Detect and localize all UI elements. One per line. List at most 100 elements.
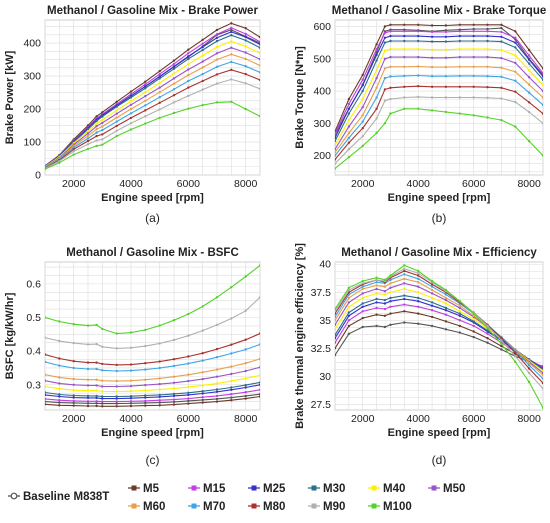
data-point [403,273,406,276]
data-point [230,388,233,391]
data-point [444,296,448,300]
data-point [403,96,406,99]
data-point [444,302,448,305]
data-point [258,383,260,386]
legend-label: M50 [443,483,465,495]
data-point [430,56,434,59]
data-point [215,296,219,299]
data-point [430,24,434,27]
data-point [201,305,204,308]
data-point [389,97,392,101]
data-point [101,121,104,125]
y-axis-label: BSFC [kg/kW/hr] [4,292,16,379]
legend-label: M100 [383,501,412,513]
data-point [486,75,489,78]
data-point [101,128,104,132]
data-point [230,68,233,72]
data-point [58,161,61,164]
data-point [417,47,420,51]
data-point [335,144,337,147]
data-point [115,397,118,400]
data-point [215,323,219,327]
y-tick-label: 0 [35,170,41,182]
data-point [230,379,233,383]
data-point [347,286,351,289]
data-point [86,134,90,137]
data-point [187,379,190,383]
data-point [101,405,104,408]
data-point [45,373,47,376]
data-point [58,382,61,385]
data-point [486,55,489,59]
data-point [201,54,204,57]
legend-item: M80 [248,501,285,513]
data-point [500,35,503,38]
data-point [158,360,161,363]
data-point [403,23,406,26]
data-point [215,375,219,378]
data-point [129,402,133,405]
legend-marker [191,503,197,509]
data-point [172,398,176,401]
data-point [230,100,233,104]
data-point [430,285,434,288]
data-point [258,374,260,377]
data-point [335,337,337,340]
legend-label: M90 [323,501,345,513]
x-tick-label: 2000 [62,413,86,425]
data-point [172,94,176,97]
data-point [389,291,392,294]
data-point [430,109,434,112]
data-point [101,143,104,146]
x-tick-label: 6000 [462,178,486,190]
data-point [444,320,448,323]
data-point [417,305,420,308]
data-point [383,57,387,60]
data-point [472,320,475,323]
data-point [361,292,364,295]
data-point [347,332,351,335]
data-point [172,358,176,361]
data-point [187,68,190,71]
data-point [45,403,47,406]
data-point [403,30,406,33]
data-point [527,68,531,72]
data-point [389,323,392,326]
y-tick-label: 300 [23,71,41,83]
data-point [375,324,378,328]
data-point [347,107,351,111]
data-point [101,345,104,348]
data-point [361,305,364,308]
data-point [375,131,378,135]
data-point [541,103,543,107]
chart-title: Methanol / Gasoline Mix - Brake Torque [332,5,547,17]
data-point [403,65,406,69]
data-point [500,97,503,100]
data-point [72,341,75,345]
data-point [187,391,190,394]
data-point [72,148,75,151]
data-point [383,302,387,305]
data-point [172,394,176,398]
data-point [403,267,406,270]
data-point [335,312,337,315]
data-point [514,79,517,82]
data-point [187,73,190,77]
data-point [187,107,190,110]
data-point [158,388,161,391]
y-tick-label: 400 [23,38,41,50]
data-point [541,377,543,380]
legend-item: M70 [188,501,225,513]
y-tick-label: 0.5 [26,312,41,324]
data-point [417,300,420,303]
data-point [375,276,378,279]
data-point [403,321,406,324]
data-point [375,297,378,301]
data-point [258,332,260,335]
data-point [58,395,61,398]
data-point [172,387,176,390]
data-point [244,275,247,278]
data-point [347,125,351,128]
data-point [144,328,147,332]
data-point [144,399,147,403]
